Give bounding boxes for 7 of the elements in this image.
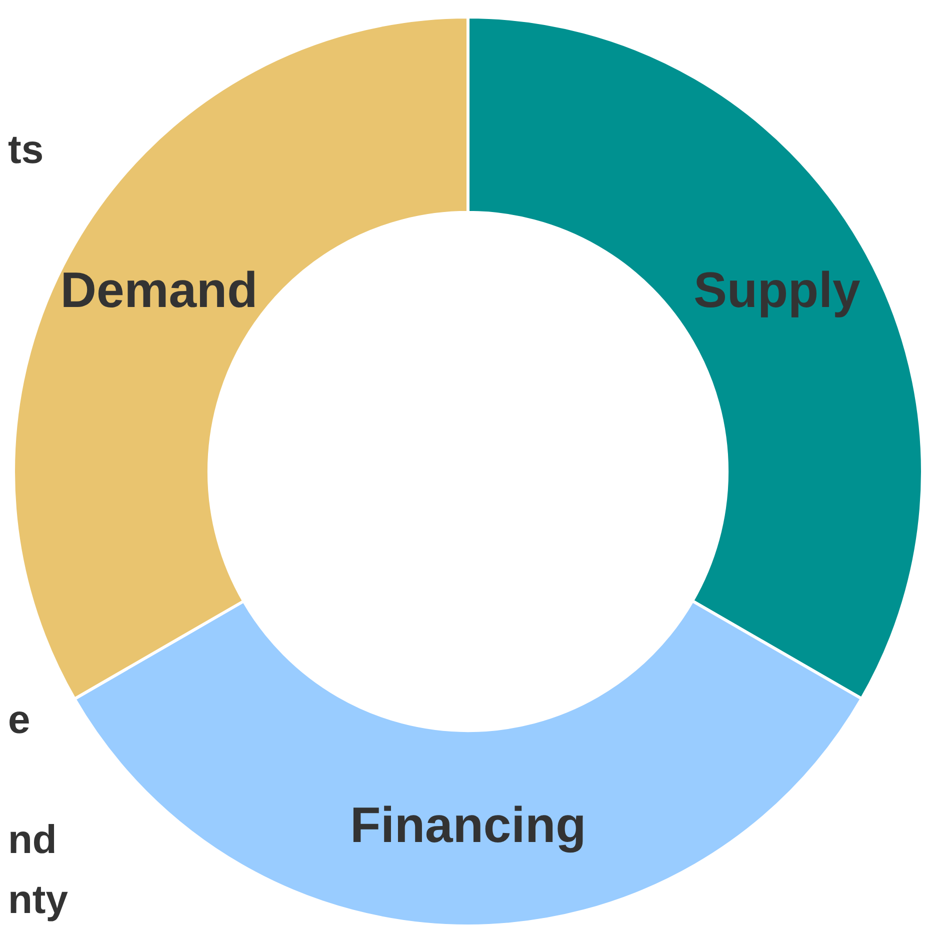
slice-label: Demand	[60, 262, 258, 318]
text: nd	[8, 818, 57, 863]
text: ts	[8, 128, 44, 173]
slice-label: Financing	[350, 797, 586, 854]
slice-label: Supply	[694, 262, 860, 318]
text: nty	[8, 878, 68, 923]
text: e	[8, 698, 30, 743]
